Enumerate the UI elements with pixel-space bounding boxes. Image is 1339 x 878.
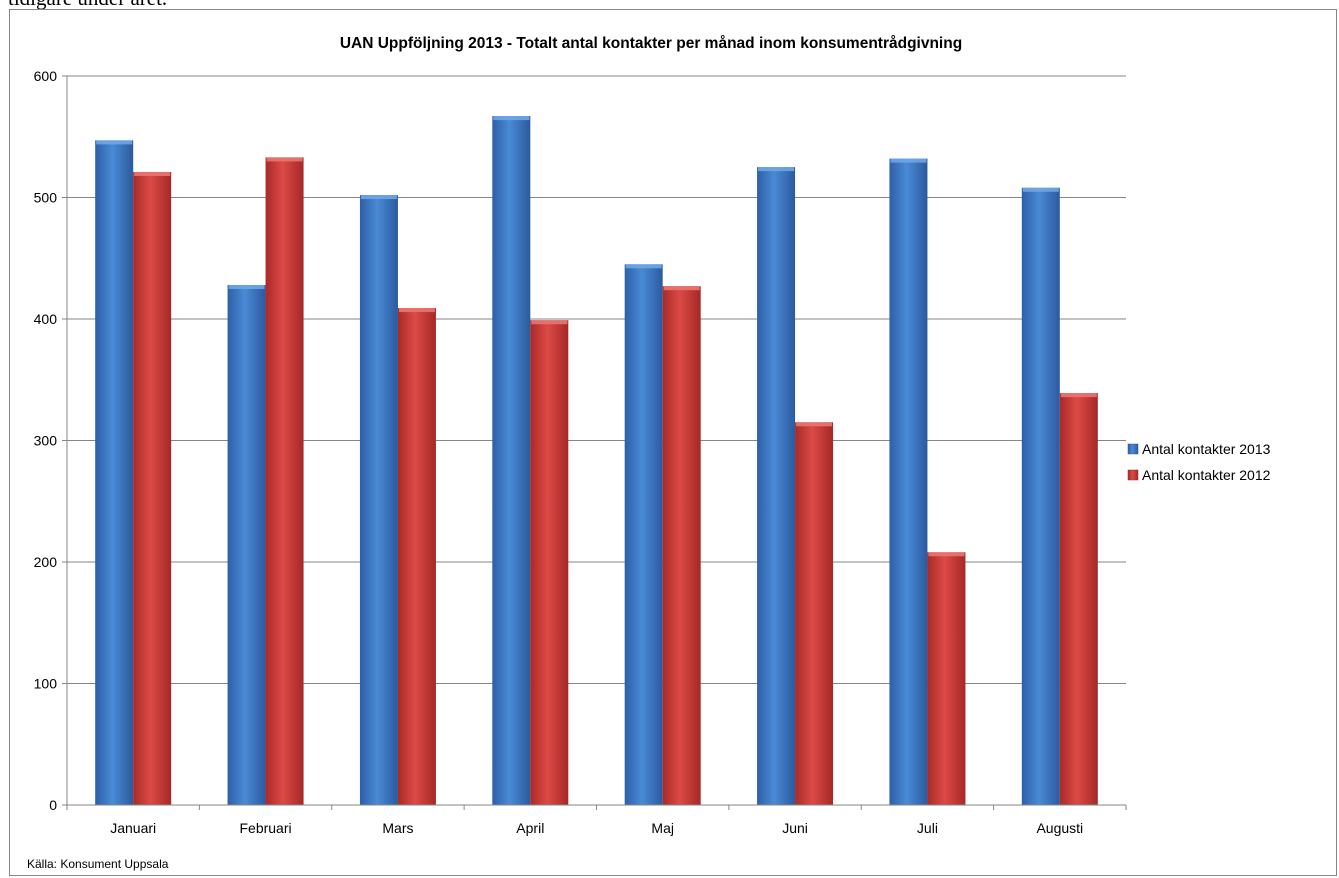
bar-top-bevel (266, 157, 303, 162)
x-tick-label: Juni (782, 820, 808, 836)
x-tick-label: Augusti (1036, 820, 1083, 836)
x-tick-label: Februari (239, 820, 291, 836)
bar-top-bevel (531, 320, 568, 325)
legend-label: Antal kontakter 2012 (1142, 467, 1271, 483)
x-tick-label: Juli (917, 820, 938, 836)
bar-series-1-augusti (1021, 187, 1060, 805)
y-tick-label: 500 (34, 190, 58, 206)
bar-top-bevel (134, 171, 171, 176)
bar-series-1-april (492, 116, 531, 806)
legend: Antal kontakter 2013 Antal kontakter 2012 (1127, 441, 1271, 483)
y-tick-label: 100 (34, 676, 58, 692)
bar-top-bevel (1022, 187, 1059, 192)
y-tick-label: 0 (49, 797, 57, 813)
y-tick-label: 200 (34, 554, 58, 570)
bar-series-1-januari (95, 140, 134, 805)
bar-series-2-juni (795, 422, 834, 805)
bar-top-bevel (796, 422, 833, 427)
y-tick-label: 600 (34, 68, 58, 84)
bar-top-bevel (663, 286, 700, 291)
bar-series-2-april (530, 320, 569, 805)
bars (95, 116, 1098, 806)
bar-top-bevel (96, 140, 133, 145)
bar-series-2-augusti (1059, 393, 1098, 805)
bar-series-1-februari (227, 284, 266, 806)
document-text-fragment: tidigare under året. (8, 0, 167, 11)
chart-frame: UAN Uppföljning 2013 - Totalt antal kont… (9, 9, 1337, 876)
x-tick-label: Januari (110, 820, 156, 836)
bar-top-bevel (360, 195, 397, 200)
y-tick-label: 300 (34, 433, 58, 449)
x-tick-label: April (516, 820, 544, 836)
bar-top-bevel (228, 284, 265, 289)
bar-top-bevel (625, 264, 662, 269)
chart-title: UAN Uppföljning 2013 - Totalt antal kont… (340, 35, 962, 52)
bar-top-bevel (1060, 393, 1097, 398)
bar-top-bevel (758, 167, 795, 172)
chart-source: Källa: Konsument Uppsala (27, 857, 169, 871)
bar-series-2-januari (133, 171, 172, 806)
bar-top-bevel (398, 308, 435, 313)
legend-swatch (1127, 469, 1139, 481)
bar-chart: UAN Uppföljning 2013 - Totalt antal kont… (27, 35, 1271, 871)
x-tick-label: Mars (382, 820, 413, 836)
bar-series-1-maj (624, 264, 663, 805)
bar-top-bevel (928, 552, 965, 557)
bar-series-2-februari (265, 157, 304, 805)
bar-series-1-juni (757, 167, 796, 805)
bar-series-2-mars (397, 308, 436, 805)
bar-series-1-mars (359, 195, 398, 805)
gridlines (67, 75, 1126, 684)
legend-swatch (1127, 443, 1139, 455)
bar-series-1-juli (889, 158, 928, 805)
bar-series-2-maj (662, 286, 701, 805)
bar-top-bevel (493, 116, 530, 121)
x-tick-label: Maj (651, 820, 674, 836)
y-tick-label: 400 (34, 311, 58, 327)
axes: 0 100 200 300 400 500 600 Januari Februari Mars Ap… (34, 68, 1127, 836)
bar-top-bevel (890, 158, 927, 163)
legend-label: Antal kontakter 2013 (1142, 441, 1271, 457)
bar-series-2-juli (927, 552, 966, 805)
